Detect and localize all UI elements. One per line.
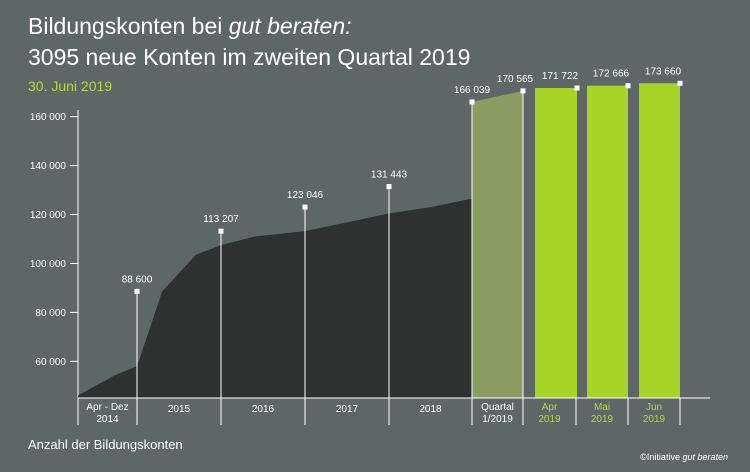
bar-mai bbox=[587, 85, 628, 398]
bar-jun bbox=[639, 83, 680, 399]
data-marker bbox=[469, 99, 475, 105]
y-tick-label: 140 000 bbox=[30, 161, 67, 172]
title-brand: gut beraten: bbox=[228, 13, 352, 39]
bar-value-label: 172 666 bbox=[593, 69, 630, 80]
data-label: 113 207 bbox=[203, 214, 239, 225]
bar-marker bbox=[677, 80, 683, 86]
chart-title: Bildungskonten bei gut beraten: bbox=[28, 10, 352, 42]
data-label: 170 565 bbox=[497, 74, 534, 85]
x-category-sublabel: 2014 bbox=[96, 414, 119, 425]
bar-apr bbox=[535, 88, 577, 398]
y-tick-label: 120 000 bbox=[30, 210, 67, 221]
x-category-label: 2016 bbox=[252, 404, 275, 415]
data-label: 131 443 bbox=[371, 170, 408, 181]
x-category-sublabel: 2019 bbox=[591, 414, 614, 425]
title-text: Bildungskonten bei bbox=[28, 13, 229, 39]
bar-value-label: 171 722 bbox=[542, 71, 579, 82]
area-series bbox=[78, 101, 523, 398]
x-category-sublabel: 1/2019 bbox=[482, 414, 513, 425]
data-label: 166 039 bbox=[454, 85, 491, 96]
x-category-label: Apr bbox=[542, 402, 558, 413]
chart-date: 30. Juni 2019 bbox=[28, 78, 113, 94]
x-category-label: 2015 bbox=[168, 404, 191, 415]
data-label: 88 600 bbox=[122, 274, 153, 285]
y-tick-label: 100 000 bbox=[30, 259, 67, 270]
bar-marker bbox=[625, 83, 631, 89]
bar-marker bbox=[574, 85, 580, 91]
credit-text: ©Initiative bbox=[640, 452, 683, 462]
data-marker bbox=[302, 204, 308, 210]
chart-subtitle: 3095 neue Konten im zweiten Quartal 2019 bbox=[28, 44, 471, 70]
x-category-label: Jun bbox=[646, 402, 662, 413]
x-category-label: Mai bbox=[594, 402, 610, 413]
data-marker bbox=[134, 288, 140, 294]
x-category-sublabel: 2019 bbox=[538, 414, 561, 425]
y-tick-label: 60 000 bbox=[35, 357, 66, 368]
credit-line: ©Initiative gut beraten bbox=[640, 452, 728, 462]
quarter-area bbox=[472, 90, 523, 398]
data-marker bbox=[520, 88, 526, 94]
y-tick-label: 80 000 bbox=[35, 308, 66, 319]
x-category-label: Apr - Dez bbox=[86, 402, 128, 413]
x-category-label: 2018 bbox=[419, 404, 442, 415]
x-category-label: Quartal bbox=[481, 402, 514, 413]
data-marker bbox=[218, 228, 224, 234]
x-category-sublabel: 2019 bbox=[643, 414, 666, 425]
x-category-label: 2017 bbox=[336, 404, 359, 415]
credit-brand: gut beraten bbox=[682, 452, 728, 462]
y-axis-caption: Anzahl der Bildungskonten bbox=[28, 437, 183, 452]
y-tick-label: 160 000 bbox=[30, 112, 67, 123]
bar-value-label: 173 660 bbox=[645, 66, 682, 77]
data-marker bbox=[386, 184, 392, 190]
data-label: 123 046 bbox=[287, 190, 324, 201]
